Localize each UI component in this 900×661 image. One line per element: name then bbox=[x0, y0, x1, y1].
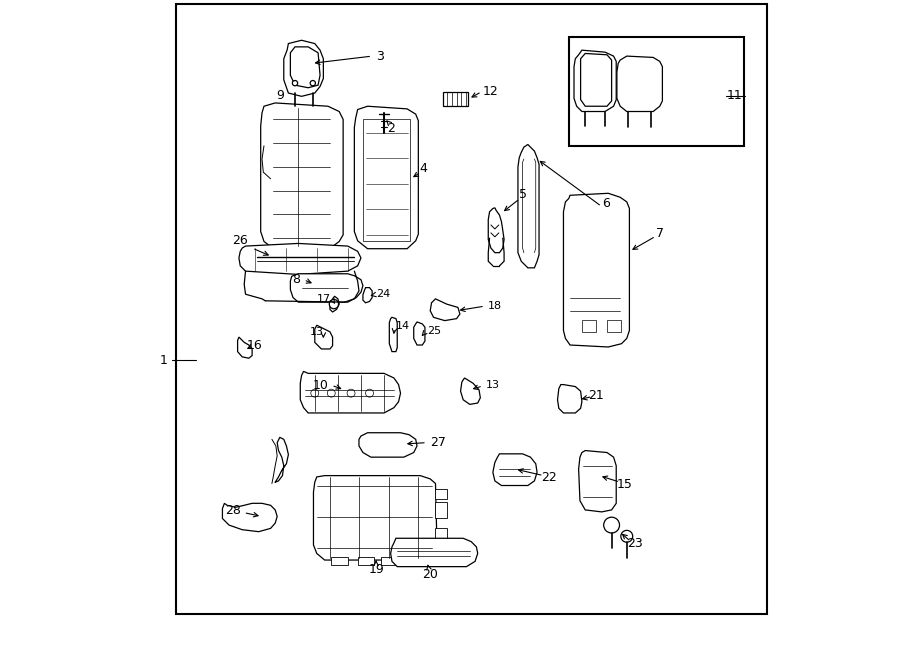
Polygon shape bbox=[489, 208, 504, 253]
Polygon shape bbox=[557, 385, 582, 413]
Polygon shape bbox=[359, 433, 417, 457]
Text: 13: 13 bbox=[486, 380, 500, 390]
Circle shape bbox=[329, 299, 338, 309]
Polygon shape bbox=[580, 54, 612, 106]
Text: 24: 24 bbox=[376, 290, 391, 299]
Text: 10: 10 bbox=[313, 379, 328, 392]
Bar bbox=[405, 557, 421, 564]
Text: 23: 23 bbox=[626, 537, 643, 550]
Text: 27: 27 bbox=[430, 436, 446, 449]
Text: 11: 11 bbox=[727, 89, 742, 102]
Bar bbox=[436, 488, 447, 498]
Polygon shape bbox=[313, 476, 436, 560]
Polygon shape bbox=[301, 371, 400, 413]
Polygon shape bbox=[430, 299, 460, 321]
Polygon shape bbox=[238, 337, 252, 358]
Text: 22: 22 bbox=[541, 471, 557, 484]
Circle shape bbox=[365, 389, 374, 397]
Text: 17: 17 bbox=[317, 295, 331, 305]
Polygon shape bbox=[518, 145, 539, 268]
Polygon shape bbox=[238, 243, 361, 274]
Circle shape bbox=[310, 81, 315, 86]
Polygon shape bbox=[284, 40, 323, 97]
Text: 16: 16 bbox=[247, 339, 262, 352]
Circle shape bbox=[621, 530, 633, 542]
Polygon shape bbox=[579, 451, 617, 512]
Text: 7: 7 bbox=[656, 227, 664, 240]
Circle shape bbox=[604, 517, 619, 533]
Bar bbox=[582, 320, 597, 332]
Bar bbox=[569, 37, 743, 146]
Polygon shape bbox=[391, 538, 478, 566]
Bar bbox=[363, 120, 410, 241]
Text: 3: 3 bbox=[376, 50, 384, 63]
Text: 25: 25 bbox=[427, 326, 441, 336]
Polygon shape bbox=[574, 50, 617, 112]
Polygon shape bbox=[493, 454, 537, 486]
Text: 28: 28 bbox=[225, 504, 241, 517]
Polygon shape bbox=[222, 503, 277, 531]
Bar bbox=[176, 4, 767, 614]
Text: 21: 21 bbox=[589, 389, 604, 402]
Polygon shape bbox=[616, 56, 662, 112]
Text: 15: 15 bbox=[616, 478, 632, 490]
Bar bbox=[357, 557, 374, 564]
Bar bbox=[331, 557, 347, 564]
Circle shape bbox=[310, 389, 319, 397]
Polygon shape bbox=[291, 274, 363, 302]
Text: 4: 4 bbox=[419, 162, 428, 175]
Bar bbox=[607, 320, 622, 332]
Polygon shape bbox=[261, 103, 343, 250]
Circle shape bbox=[347, 389, 355, 397]
Polygon shape bbox=[330, 296, 339, 312]
Text: 9: 9 bbox=[276, 89, 284, 102]
Circle shape bbox=[328, 389, 335, 397]
Polygon shape bbox=[414, 322, 425, 345]
Text: 20: 20 bbox=[422, 568, 438, 581]
Bar bbox=[381, 557, 397, 564]
Bar bbox=[436, 502, 447, 518]
Polygon shape bbox=[291, 47, 320, 88]
Text: 5: 5 bbox=[518, 188, 526, 201]
Polygon shape bbox=[315, 325, 333, 349]
Text: 2: 2 bbox=[387, 122, 394, 135]
Text: 8: 8 bbox=[292, 273, 301, 286]
Text: 6: 6 bbox=[602, 198, 610, 210]
Text: 12: 12 bbox=[483, 85, 499, 98]
Bar bbox=[444, 92, 469, 106]
Polygon shape bbox=[390, 317, 397, 352]
Text: 26: 26 bbox=[231, 234, 248, 247]
Polygon shape bbox=[355, 106, 418, 249]
Text: 1: 1 bbox=[160, 354, 167, 367]
Text: 13: 13 bbox=[310, 327, 323, 338]
Circle shape bbox=[292, 81, 298, 86]
Text: 14: 14 bbox=[396, 321, 410, 331]
Text: 18: 18 bbox=[488, 301, 501, 311]
Polygon shape bbox=[563, 193, 629, 347]
Polygon shape bbox=[461, 378, 481, 405]
Text: 19: 19 bbox=[368, 563, 384, 576]
Bar bbox=[436, 528, 447, 545]
Polygon shape bbox=[363, 288, 373, 303]
